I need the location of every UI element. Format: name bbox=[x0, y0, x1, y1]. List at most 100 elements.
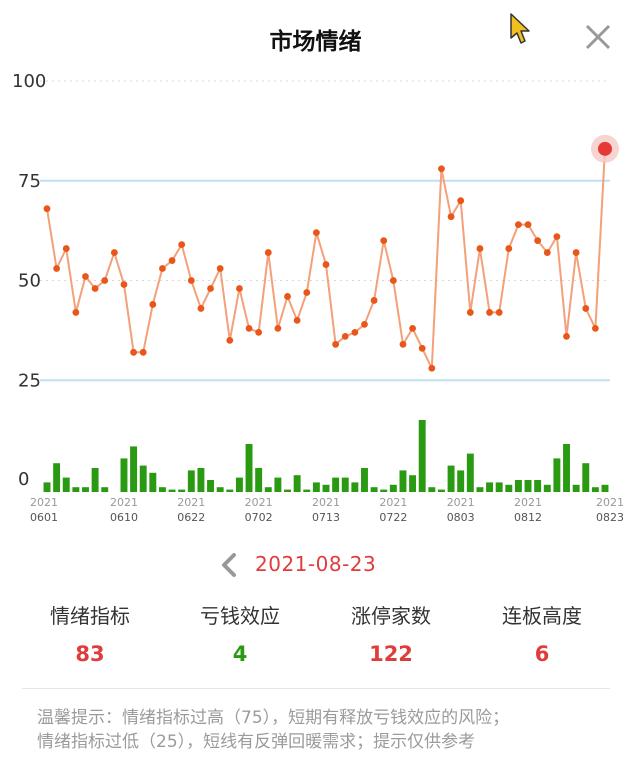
x-tick-date: 0722 bbox=[379, 511, 407, 524]
x-tick-year: 2021 bbox=[245, 496, 273, 509]
sentiment-point bbox=[216, 265, 224, 272]
stat-limit-up-count: 涨停家数 122 bbox=[316, 600, 466, 666]
sentiment-point bbox=[332, 340, 340, 348]
sentiment-point bbox=[476, 245, 484, 252]
x-tick-year: 2021 bbox=[447, 496, 475, 509]
stat-label: 亏钱效应 bbox=[200, 604, 280, 628]
loss-effect-bar bbox=[553, 458, 561, 492]
sentiment-point bbox=[139, 348, 147, 356]
sentiment-point bbox=[438, 165, 445, 173]
chevron-left-icon[interactable] bbox=[219, 552, 239, 578]
sentiment-point bbox=[312, 229, 320, 237]
loss-effect-bar bbox=[139, 465, 147, 492]
divider bbox=[22, 688, 610, 689]
sentiment-point bbox=[380, 237, 388, 245]
x-tick-year: 2021 bbox=[596, 496, 624, 509]
sentiment-point bbox=[591, 324, 599, 332]
loss-effect-bar bbox=[168, 489, 176, 492]
loss-effect-bar bbox=[361, 468, 368, 492]
stat-value: 83 bbox=[75, 642, 105, 666]
loss-effect-bar bbox=[284, 489, 291, 492]
close-icon[interactable] bbox=[583, 22, 613, 52]
tip-line-2: 情绪指标过低（25），短线有反弹回暖需求；提示仅供参考 bbox=[37, 732, 476, 752]
sentiment-point bbox=[303, 289, 311, 296]
loss-effect-bar bbox=[524, 480, 532, 492]
sentiment-point bbox=[245, 324, 253, 332]
stat-label: 连板高度 bbox=[502, 604, 582, 628]
loss-effect-bar bbox=[43, 482, 51, 492]
sentiment-point bbox=[284, 293, 291, 300]
loss-effect-bar bbox=[505, 484, 513, 492]
loss-effect-bar bbox=[158, 487, 166, 492]
loss-effect-bar bbox=[389, 484, 397, 492]
sentiment-point bbox=[82, 273, 89, 280]
loss-effect-bar bbox=[187, 470, 195, 492]
sentiment-point bbox=[72, 309, 80, 316]
x-tick-date: 0713 bbox=[312, 511, 340, 524]
sentiment-point bbox=[226, 336, 234, 344]
loss-effect-bar bbox=[476, 487, 484, 492]
sentiment-point bbox=[534, 237, 542, 245]
loss-effect-bar bbox=[495, 482, 503, 492]
stat-loss-effect: 亏钱效应 4 bbox=[165, 600, 315, 666]
loss-effect-bar bbox=[197, 468, 205, 492]
sentiment-point bbox=[197, 305, 205, 312]
sentiment-point bbox=[389, 277, 397, 284]
page-title: 市场情绪 bbox=[269, 29, 362, 55]
sentiment-point bbox=[178, 241, 186, 248]
sentiment-chart: 1007550250202106012021061020210622202107… bbox=[12, 71, 624, 524]
loss-effect-bar bbox=[543, 484, 551, 492]
stat-sentiment-index: 情绪指标 83 bbox=[15, 600, 165, 666]
x-tick-year: 2021 bbox=[177, 496, 205, 509]
y-tick-label: 25 bbox=[18, 370, 41, 391]
loss-effect-bar bbox=[264, 487, 272, 492]
x-tick-year: 2021 bbox=[110, 496, 138, 509]
loss-effect-bar bbox=[534, 480, 542, 492]
sentiment-point bbox=[418, 344, 426, 352]
loss-effect-bar bbox=[370, 487, 378, 492]
sentiment-point bbox=[524, 221, 532, 229]
y-tick-label: 75 bbox=[18, 171, 41, 192]
loss-effect-bar bbox=[428, 487, 436, 492]
sentiment-point bbox=[351, 328, 359, 336]
loss-effect-bar bbox=[332, 477, 340, 492]
x-tick-year: 2021 bbox=[312, 496, 340, 509]
sentiment-point bbox=[101, 277, 109, 284]
sentiment-point bbox=[91, 285, 99, 292]
loss-effect-bar bbox=[341, 477, 349, 492]
loss-effect-bar bbox=[514, 480, 522, 492]
loss-effect-bar bbox=[447, 465, 455, 492]
sentiment-point bbox=[572, 249, 580, 256]
loss-effect-bar bbox=[399, 470, 407, 492]
stat-consecutive-height: 连板高度 6 bbox=[467, 600, 617, 666]
sentiment-point bbox=[53, 265, 61, 272]
sentiment-point bbox=[159, 265, 166, 272]
sentiment-point bbox=[120, 281, 128, 288]
date-navigator: 2021-08-23 bbox=[0, 545, 631, 585]
x-tick-date: 0601 bbox=[30, 511, 58, 524]
sentiment-point bbox=[505, 245, 513, 252]
sentiment-point bbox=[495, 309, 503, 316]
loss-effect-bar bbox=[216, 487, 224, 492]
stat-value: 4 bbox=[232, 642, 248, 666]
sentiment-point bbox=[409, 324, 416, 332]
stats-row: 情绪指标 83 亏钱效应 4 涨停家数 122 连板高度 6 bbox=[0, 600, 631, 680]
y-tick-label: 0 bbox=[18, 469, 29, 490]
loss-effect-bar bbox=[149, 472, 157, 492]
y-tick-label: 100 bbox=[12, 71, 46, 92]
current-date[interactable]: 2021-08-23 bbox=[255, 552, 377, 576]
loss-effect-bar bbox=[82, 487, 89, 492]
x-tick-date: 0622 bbox=[177, 511, 205, 524]
sentiment-point bbox=[322, 261, 330, 268]
header: 市场情绪 bbox=[0, 0, 631, 76]
mouse-cursor-icon bbox=[510, 13, 530, 44]
loss-effect-bar bbox=[62, 477, 70, 492]
loss-effect-bar bbox=[178, 489, 186, 492]
loss-effect-bar bbox=[437, 489, 445, 492]
sentiment-point bbox=[168, 257, 176, 264]
sentiment-point bbox=[264, 249, 272, 256]
sentiment-point bbox=[130, 348, 137, 356]
sentiment-point bbox=[543, 249, 551, 256]
sentiment-point bbox=[293, 317, 301, 324]
sentiment-point bbox=[187, 277, 195, 284]
